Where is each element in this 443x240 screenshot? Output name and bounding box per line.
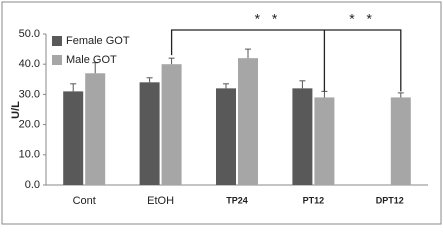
bar bbox=[161, 64, 182, 185]
x-tick-label: Cont bbox=[73, 195, 96, 207]
x-tick-label: TP24 bbox=[226, 195, 248, 205]
error-bar bbox=[92, 62, 99, 74]
error-bar bbox=[70, 83, 77, 92]
bar bbox=[216, 88, 236, 185]
x-tick-label: PT12 bbox=[303, 195, 325, 205]
error-bar bbox=[223, 83, 229, 89]
y-tick-label: 20.0 bbox=[19, 119, 40, 131]
y-axis-label: U/L bbox=[10, 101, 22, 119]
annotation: * * bbox=[255, 11, 282, 27]
bar bbox=[238, 58, 258, 185]
bar bbox=[139, 82, 160, 185]
y-tick-label: 50.0 bbox=[19, 28, 40, 40]
error-bar bbox=[299, 80, 306, 89]
legend-label: Male GOT bbox=[66, 54, 117, 66]
error-bar bbox=[168, 57, 175, 65]
legend-label: Female GOT bbox=[66, 35, 130, 47]
bar bbox=[85, 73, 106, 185]
bar bbox=[390, 97, 411, 185]
bracket bbox=[170, 29, 402, 92]
bar bbox=[314, 97, 335, 185]
error-bar bbox=[146, 77, 153, 83]
error-bar bbox=[245, 48, 251, 59]
legend-swatch bbox=[52, 55, 62, 65]
y-tick-label: 30.0 bbox=[19, 88, 40, 100]
y-tick-label: 0.0 bbox=[25, 179, 40, 191]
error-bar bbox=[397, 92, 404, 98]
bar bbox=[63, 91, 84, 185]
y-tick-label: 40.0 bbox=[19, 58, 40, 70]
chart: U/L 0.0 10.0 20.0 30.0 40.0 50.0 Cont EtOH TP24 P… bbox=[1, 1, 442, 225]
y-tick-label: 10.0 bbox=[19, 149, 40, 161]
x-tick-label: EtOH bbox=[147, 195, 174, 207]
x-tick-label: DPT12 bbox=[376, 195, 404, 205]
annotation: * * bbox=[349, 11, 376, 27]
legend-swatch bbox=[52, 36, 62, 46]
bar bbox=[292, 88, 313, 185]
